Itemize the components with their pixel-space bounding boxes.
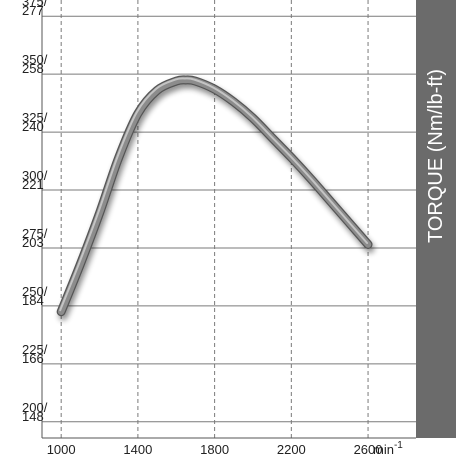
y-tick-label-lbft: 184: [22, 293, 44, 308]
plot-frame: [41, 0, 416, 439]
y-tick-label-nm: 350/: [22, 52, 48, 67]
x-tick-label: 1000: [47, 442, 76, 457]
x-tick-label: 2200: [277, 442, 306, 457]
y-tick-label-nm: 275/: [22, 226, 48, 241]
y-tick-label-lbft: 240: [22, 119, 44, 134]
x-axis-unit: min-1: [373, 440, 403, 457]
y-axis-title: TORQUE (Nm/lb-ft): [425, 69, 447, 243]
y-tick-label-nm: 375/: [22, 0, 48, 9]
x-tick-labels: 1000 1400 1800 2200 2600: [47, 442, 383, 457]
torque-curve-layer: [56, 75, 373, 317]
y-tick-label-lbft: 148: [22, 409, 44, 424]
y-tick-label-lbft: 166: [22, 351, 44, 366]
x-tick-label: 1800: [200, 442, 229, 457]
torque-curve-highlight: [59, 77, 369, 312]
y-tick-label-nm: 225/: [22, 342, 48, 357]
y-tick-label-nm: 200/: [22, 400, 48, 415]
y-tick-label-lbft: 258: [22, 61, 44, 76]
y-tick-label-nm: 325/: [22, 110, 48, 125]
x-tick-label: 1400: [123, 442, 152, 457]
x-tick-label: 2600: [354, 442, 383, 457]
grid-lines: [42, 0, 416, 438]
axis-title-band: [416, 0, 456, 438]
y-tick-label-nm: 300/: [22, 168, 48, 183]
y-tick-label-nm: 250/: [22, 284, 48, 299]
y-tick-label-lbft: 277: [22, 3, 44, 18]
y-tick-label-lbft: 203: [22, 235, 44, 250]
y-tick-labels: 375/277 350/258 325/240 300/221 275/203 250/1…: [22, 0, 48, 424]
y-tick-label-lbft: 221: [22, 177, 44, 192]
